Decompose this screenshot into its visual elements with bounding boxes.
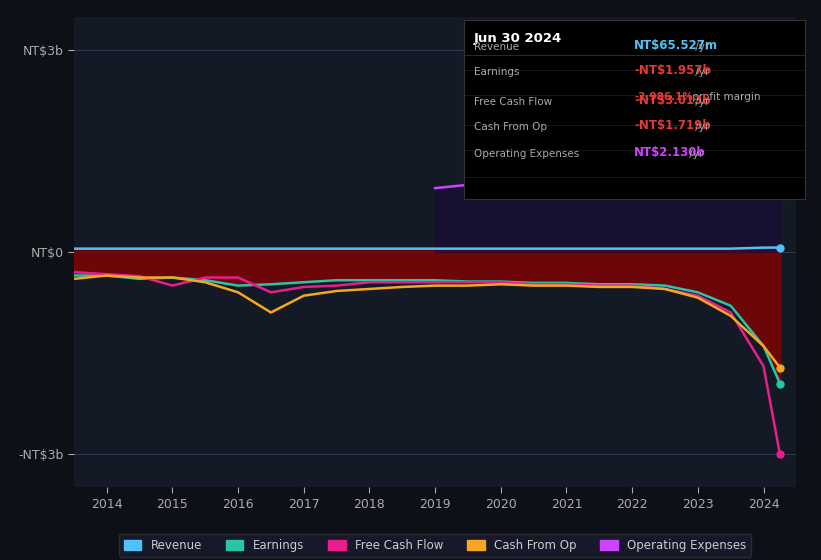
Text: -NT$1.957b: -NT$1.957b [635, 64, 711, 77]
Text: Cash From Op: Cash From Op [474, 123, 547, 133]
Text: NT$65.527m: NT$65.527m [635, 39, 718, 52]
Text: /yr: /yr [686, 150, 704, 160]
Text: NT$2.130b: NT$2.130b [635, 146, 706, 160]
Text: Free Cash Flow: Free Cash Flow [474, 97, 553, 108]
Text: Revenue: Revenue [474, 42, 519, 52]
Text: Earnings: Earnings [474, 67, 520, 77]
Legend: Revenue, Earnings, Free Cash Flow, Cash From Op, Operating Expenses: Revenue, Earnings, Free Cash Flow, Cash … [119, 534, 751, 557]
Text: profit margin: profit margin [690, 92, 761, 102]
Text: /yr: /yr [692, 123, 709, 133]
Text: -NT$1.719b: -NT$1.719b [635, 119, 711, 133]
Text: /yr: /yr [692, 42, 709, 52]
Text: Operating Expenses: Operating Expenses [474, 150, 580, 160]
Text: -NT$3.013b: -NT$3.013b [635, 95, 711, 108]
Text: /yr: /yr [692, 97, 709, 108]
Text: Jun 30 2024: Jun 30 2024 [474, 32, 562, 45]
Text: -2,986.1%: -2,986.1% [635, 92, 693, 102]
Text: /yr: /yr [692, 67, 709, 77]
